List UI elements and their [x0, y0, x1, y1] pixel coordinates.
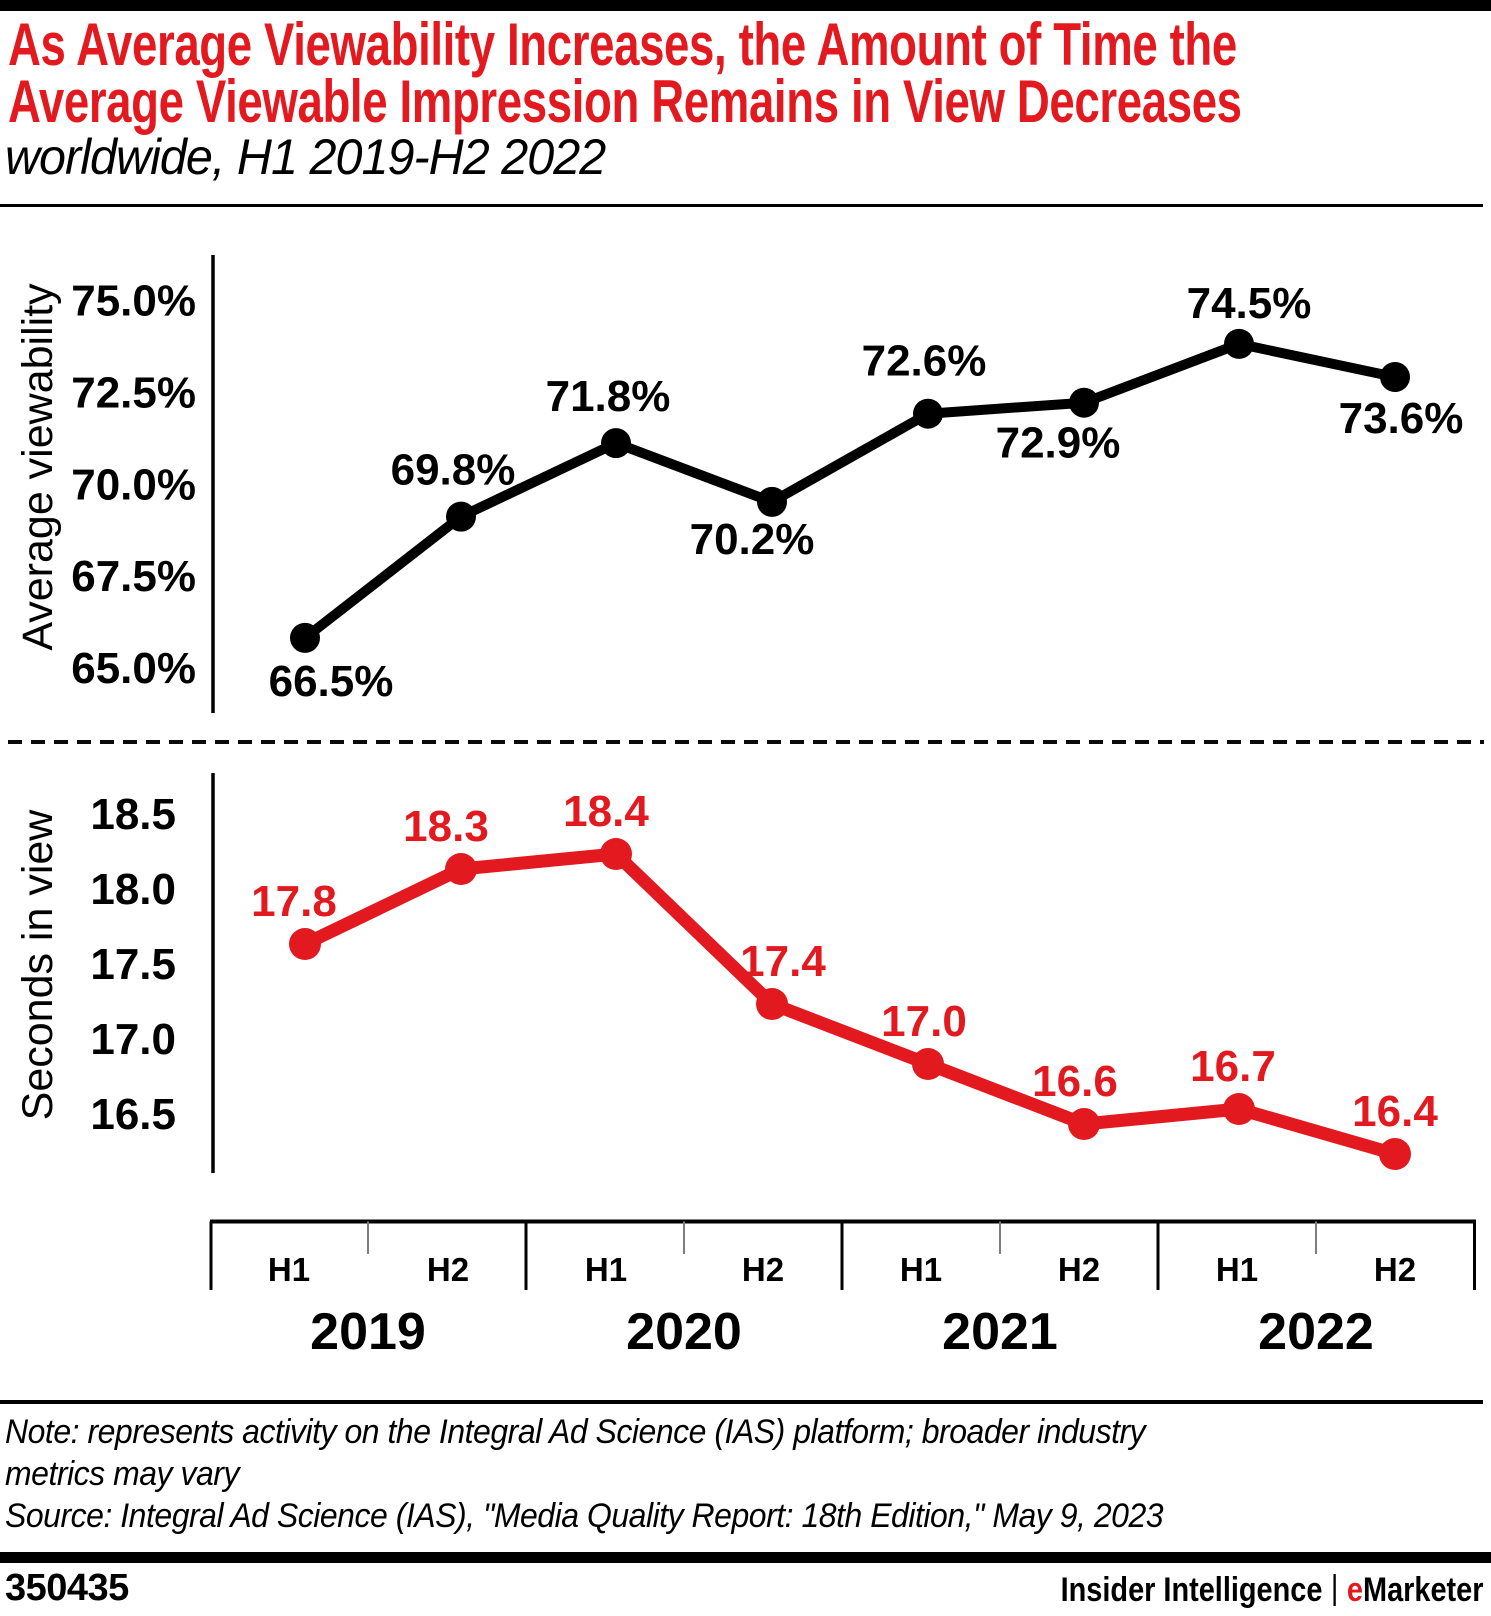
- average-viewability-point: [290, 622, 320, 653]
- x-axis-half-label: H1: [585, 1251, 627, 1288]
- average-viewability-point: [1380, 362, 1410, 392]
- seconds-in-view-point-label: 18.3: [403, 802, 489, 851]
- seconds-in-view-point: [600, 838, 632, 870]
- average-viewability-point: [1224, 328, 1254, 359]
- seconds-in-view-point: [1223, 1093, 1255, 1125]
- chart-title: As Average Viewability Increases, the Am…: [8, 11, 1242, 135]
- brand-lockup: Insider Intelligence | eMarketer: [1060, 1569, 1483, 1610]
- seconds-in-view-point: [1379, 1138, 1411, 1170]
- seconds-in-view-ytick: 17.5: [90, 940, 176, 989]
- average-viewability-line: [301, 338, 1397, 642]
- seconds-in-view-line: [302, 847, 1397, 1161]
- footnote-divider-rule: [0, 1400, 1483, 1404]
- seconds-in-view-point-label: 17.8: [251, 877, 337, 926]
- average-viewability-ytick: 65.0%: [71, 644, 196, 693]
- average-viewability-y-axis-title: Average viewability: [14, 283, 62, 651]
- brand-separator: |: [1330, 1569, 1338, 1607]
- header-divider-rule: [0, 204, 1483, 207]
- x-axis-half-label: H1: [900, 1251, 942, 1288]
- average-viewability-point-label: 66.5%: [269, 657, 394, 706]
- average-viewability-ytick: 67.5%: [71, 552, 196, 601]
- x-axis-year-label: 2020: [626, 1303, 742, 1361]
- average-viewability-point-label: 74.5%: [1187, 279, 1312, 328]
- average-viewability-point: [446, 501, 476, 532]
- brand-emarketer-rest: Marketer: [1362, 1571, 1483, 1609]
- seconds-in-view-point: [756, 988, 788, 1020]
- x-axis-half-label: H1: [268, 1251, 310, 1288]
- x-axis-half-label: H2: [1058, 1251, 1100, 1288]
- x-axis-half-label: H2: [427, 1251, 469, 1288]
- average-viewability-point: [913, 398, 943, 429]
- seconds-in-view-point: [912, 1048, 944, 1080]
- seconds-in-view-point: [445, 853, 477, 885]
- x-axis-year-label: 2021: [942, 1303, 1058, 1361]
- seconds-in-view-point: [289, 928, 321, 960]
- footnote-note-line1: Note: represents activity on the Integra…: [5, 1413, 1146, 1451]
- seconds-in-view-y-axis-title: Seconds in view: [14, 809, 62, 1121]
- average-viewability-point: [601, 428, 631, 459]
- seconds-in-view-point-label: 16.4: [1352, 1087, 1438, 1136]
- average-viewability-chart: Average viewability 75.0% 72.5% 70.0% 67.5% 6…: [14, 255, 1463, 713]
- seconds-in-view-point-label: 18.4: [563, 787, 649, 836]
- x-axis-year-label: 2019: [310, 1303, 426, 1361]
- average-viewability-point-label: 69.8%: [391, 446, 516, 495]
- top-accent-bar: [0, 0, 1491, 11]
- bottom-accent-bar: [0, 1552, 1491, 1563]
- average-viewability-point-label: 71.8%: [546, 372, 671, 421]
- seconds-in-view-point-label: 17.0: [881, 997, 967, 1046]
- seconds-in-view-chart: Seconds in view 18.5 18.0 17.5 17.0 16.5 17.8 1…: [14, 773, 1438, 1173]
- average-viewability-point: [757, 486, 787, 517]
- average-viewability-point: [1069, 387, 1099, 418]
- average-viewability-point-label: 70.2%: [690, 515, 815, 564]
- chart-subtitle: worldwide, H1 2019-H2 2022: [5, 129, 606, 185]
- seconds-in-view-ytick: 16.5: [90, 1090, 176, 1139]
- footnote: Note: represents activity on the Integra…: [5, 1411, 1164, 1537]
- x-axis-half-label: H1: [1216, 1251, 1258, 1288]
- seconds-in-view-point-label: 16.7: [1190, 1042, 1276, 1091]
- footnote-source-line: Source: Integral Ad Science (IAS), "Medi…: [5, 1497, 1164, 1535]
- footnote-note-line2: metrics may vary: [5, 1455, 239, 1493]
- average-viewability-point-label: 73.6%: [1339, 394, 1464, 443]
- seconds-in-view-ytick: 17.0: [90, 1015, 176, 1064]
- x-axis-half-label: H2: [742, 1251, 784, 1288]
- brand-emarketer-e: e: [1346, 1571, 1363, 1609]
- average-viewability-point-label: 72.6%: [862, 337, 987, 386]
- average-viewability-ytick: 72.5%: [71, 368, 196, 417]
- average-viewability-point-label: 72.9%: [996, 419, 1121, 468]
- seconds-in-view-point: [1068, 1108, 1100, 1140]
- seconds-in-view-ytick: 18.5: [90, 790, 176, 839]
- dual-line-chart: Average viewability 75.0% 72.5% 70.0% 67.5% 6…: [8, 255, 1484, 1361]
- seconds-in-view-point-label: 17.4: [740, 937, 826, 986]
- chart-title-line2: Average Viewable Impression Remains in V…: [8, 68, 1242, 135]
- x-axis-year-label: 2022: [1258, 1303, 1374, 1361]
- seconds-in-view-ytick: 18.0: [90, 865, 176, 914]
- average-viewability-ytick: 70.0%: [71, 460, 196, 509]
- chart-title-line1: As Average Viewability Increases, the Am…: [8, 11, 1237, 78]
- x-axis-half-label: H2: [1374, 1251, 1416, 1288]
- average-viewability-ytick: 75.0%: [71, 277, 196, 326]
- seconds-in-view-point-label: 16.6: [1032, 1057, 1118, 1106]
- brand-insider-intelligence: Insider Intelligence: [1060, 1571, 1322, 1609]
- chart-id: 350435: [5, 1567, 129, 1609]
